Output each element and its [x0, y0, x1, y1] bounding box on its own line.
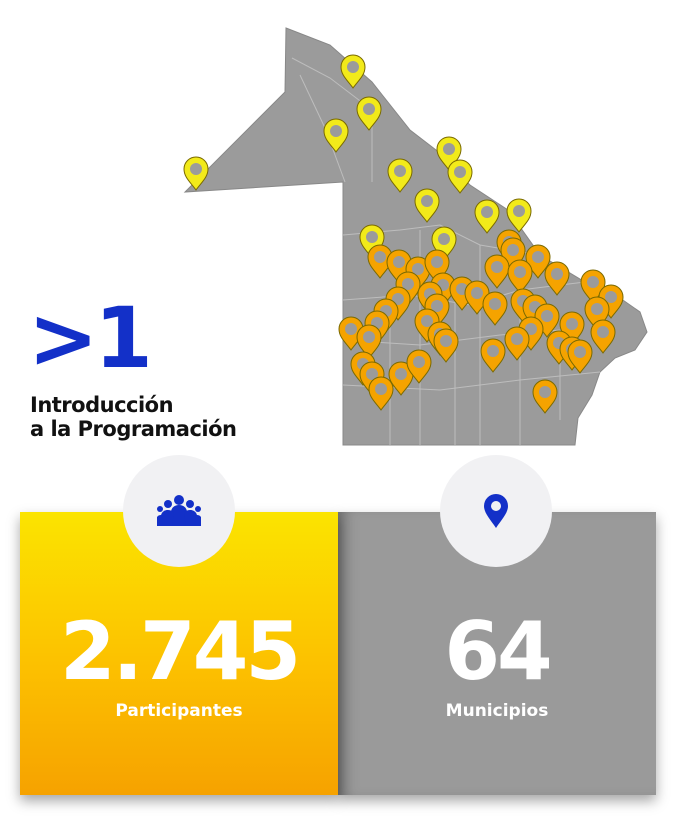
- location-pin-dot: [375, 383, 387, 395]
- location-pin-dot: [392, 293, 404, 305]
- municipalities-count: 64: [444, 605, 552, 698]
- location-pin-dot: [574, 346, 586, 358]
- location-pin-dot: [421, 195, 433, 207]
- location-pin-dot: [587, 276, 599, 288]
- location-pin-dot: [597, 326, 609, 338]
- location-pin-dot: [345, 323, 357, 335]
- location-pin-dot: [525, 323, 537, 335]
- location-pin-dot: [489, 298, 501, 310]
- participants-icon-badge: [123, 455, 235, 567]
- location-pin-dot: [605, 291, 617, 303]
- location-pin-icon: [484, 494, 508, 528]
- location-pin-dot: [330, 125, 342, 137]
- location-pin-dot: [413, 356, 425, 368]
- course-title-line-1: Introducción: [30, 393, 174, 417]
- location-pin-dot: [443, 143, 455, 155]
- location-pin-dot: [514, 266, 526, 278]
- location-pin-dot: [541, 310, 553, 322]
- location-pin-dot: [402, 278, 414, 290]
- location-pin-dot: [431, 300, 443, 312]
- location-pin-dot: [347, 61, 359, 73]
- location-pin-dot: [421, 315, 433, 327]
- location-pin-dot: [366, 231, 378, 243]
- location-pin-dot: [539, 386, 551, 398]
- municipalities-label: Municipios: [445, 701, 549, 721]
- course-title: Introducción a la Programación: [30, 393, 237, 441]
- location-pin-dot: [481, 206, 493, 218]
- people-group-icon: [157, 495, 201, 526]
- location-pin-dot: [393, 256, 405, 268]
- location-pin-dot: [491, 261, 503, 273]
- province-map: [183, 27, 648, 446]
- province-shape: [183, 27, 648, 446]
- location-pin-dot: [487, 345, 499, 357]
- course-title-line-2: a la Programación: [30, 417, 237, 441]
- location-pin-dot: [511, 333, 523, 345]
- municipalities-card: 64 Municipios: [338, 512, 656, 795]
- location-pin-dot: [431, 256, 443, 268]
- location-pin-dot: [366, 368, 378, 380]
- participants-count: 2.745: [59, 605, 301, 698]
- location-pin-dot: [551, 268, 563, 280]
- location-pin-dot: [440, 335, 452, 347]
- location-pin-dot: [363, 103, 375, 115]
- location-pin-dot: [566, 318, 578, 330]
- location-pin-dot: [513, 205, 525, 217]
- location-pin-dot: [395, 368, 407, 380]
- location-pin-dot: [591, 303, 603, 315]
- location-markers: [183, 54, 624, 414]
- location-pin-dot: [363, 331, 375, 343]
- location-pin-dot: [532, 251, 544, 263]
- brand-mark: >1: [28, 289, 153, 387]
- location-pin-dot: [507, 244, 519, 256]
- location-pin-dot: [438, 233, 450, 245]
- municipalities-icon-badge: [440, 455, 552, 567]
- location-pin-dot: [190, 163, 202, 175]
- location-pin-dot: [471, 287, 483, 299]
- location-pin-dot: [374, 251, 386, 263]
- location-pin-dot: [454, 166, 466, 178]
- location-pin-dot: [412, 263, 424, 275]
- participants-label: Participantes: [115, 701, 243, 721]
- location-pin-dot: [394, 165, 406, 177]
